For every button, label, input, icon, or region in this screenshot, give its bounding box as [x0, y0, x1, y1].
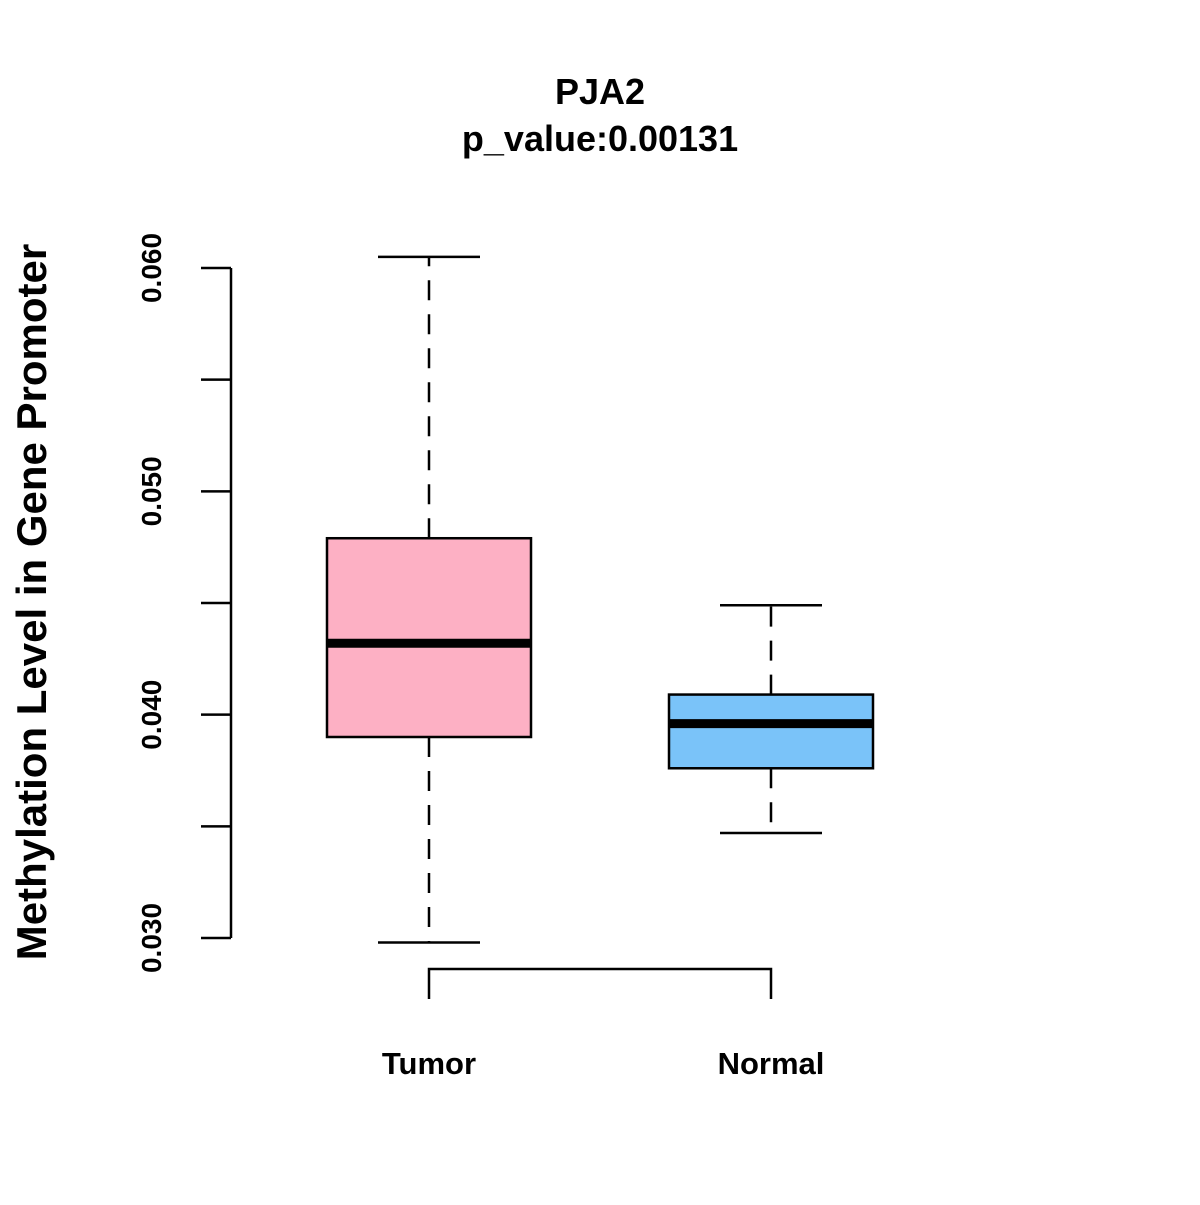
box-normal	[667, 603, 875, 835]
box-iqr	[325, 536, 533, 739]
x-label-normal: Normal	[718, 1046, 825, 1081]
y-tick-label: 0.050	[136, 456, 167, 526]
box-tumor	[325, 255, 533, 944]
chart-title: PJA2	[555, 71, 645, 112]
y-tick-label: 0.040	[136, 680, 167, 750]
comparison-bracket	[427, 967, 773, 999]
x-axis-labels: Tumor Normal	[382, 1046, 824, 1081]
y-tick-label: 0.060	[136, 233, 167, 303]
y-tick-label: 0.030	[136, 903, 167, 973]
y-axis-label: Methylation Level in Gene Promoter	[8, 244, 55, 960]
x-label-tumor: Tumor	[382, 1046, 476, 1081]
bracket-path	[427, 967, 773, 999]
y-axis: 0.030 0.040 0.050 0.060	[136, 233, 233, 973]
chart-subtitle: p_value:0.00131	[462, 118, 738, 159]
box-iqr	[667, 693, 875, 770]
box-group	[325, 255, 875, 944]
